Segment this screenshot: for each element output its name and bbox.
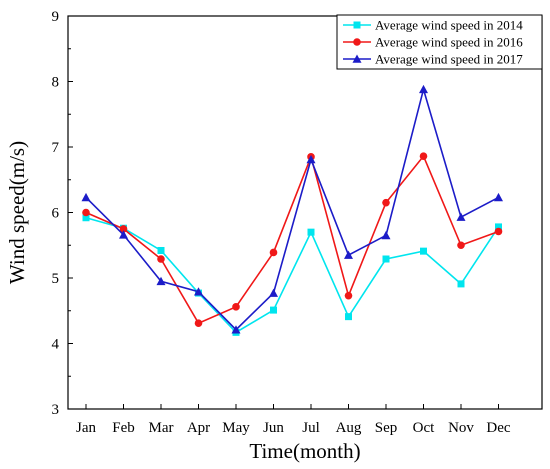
data-point: [345, 313, 352, 321]
data-point: [307, 228, 315, 236]
data-point: [419, 152, 428, 160]
data-point: [306, 154, 316, 164]
data-point: [494, 192, 503, 202]
y-axis-label: Wind speed(m/s): [5, 141, 29, 284]
data-point: [231, 325, 241, 334]
legend-box: [336, 14, 543, 70]
data-point: [420, 247, 427, 255]
data-point: [352, 54, 362, 63]
plot-area: 3 4 5 6 7 8 9 Jan Feb Mar Apr May Jun Jul Aug Sep Oct Nov…: [52, 9, 543, 436]
data-point: [495, 223, 502, 231]
data-point: [344, 250, 353, 259]
data-point: [344, 291, 353, 300]
data-point: [456, 212, 466, 221]
x-tick-label: Feb: [112, 420, 135, 436]
data-point: [419, 84, 428, 94]
data-point: [81, 192, 91, 202]
x-tick-label: Oct: [413, 420, 435, 436]
y-tick-label: 9: [52, 9, 60, 25]
data-point: [157, 246, 165, 254]
data-point: [494, 227, 503, 236]
data-point: [382, 255, 390, 263]
x-tick-label: Apr: [187, 420, 210, 436]
data-point: [119, 230, 128, 239]
data-point: [382, 198, 390, 207]
y-tick-label: 8: [52, 75, 60, 91]
series-line: [85, 216, 500, 334]
y-tick-label: 3: [52, 402, 60, 418]
x-tick-label: Sep: [375, 420, 398, 436]
series-line: [85, 154, 499, 325]
x-tick-label: Jun: [263, 420, 284, 436]
x-tick-label: Jul: [302, 420, 320, 436]
x-tick-label: Aug: [336, 420, 362, 436]
x-axis-label: Time(month): [249, 439, 360, 463]
x-tick-label: Nov: [448, 420, 474, 436]
data-point: [194, 287, 203, 296]
series-line: [85, 86, 499, 331]
data-point: [194, 319, 203, 327]
data-point: [157, 255, 165, 263]
data-point: [457, 241, 465, 250]
data-point: [82, 214, 90, 222]
y-tick-label: 5: [52, 271, 60, 287]
data-point: [270, 306, 277, 314]
legend-entry: Average wind speed in 2014: [375, 18, 523, 33]
y-tick-label: 4: [52, 337, 60, 353]
data-point: [353, 21, 361, 29]
data-point: [82, 208, 90, 217]
data-point: [232, 303, 240, 311]
legend-entry: Average wind speed in 2017: [375, 52, 523, 67]
data-point: [457, 280, 465, 288]
y-tick-label: 7: [52, 140, 60, 156]
data-point: [269, 248, 278, 257]
x-tick-label: May: [222, 420, 250, 436]
x-tick-label: Jan: [76, 420, 96, 436]
y-tick-label: 6: [52, 206, 60, 222]
x-tick-label: Mar: [149, 420, 174, 436]
data-point: [269, 288, 278, 297]
legend-entry: Average wind speed in 2016: [375, 35, 523, 50]
data-point: [156, 276, 166, 286]
x-tick-label: Dec: [486, 420, 510, 436]
data-point: [353, 38, 361, 46]
data-point: [119, 225, 128, 233]
data-point: [381, 230, 391, 240]
